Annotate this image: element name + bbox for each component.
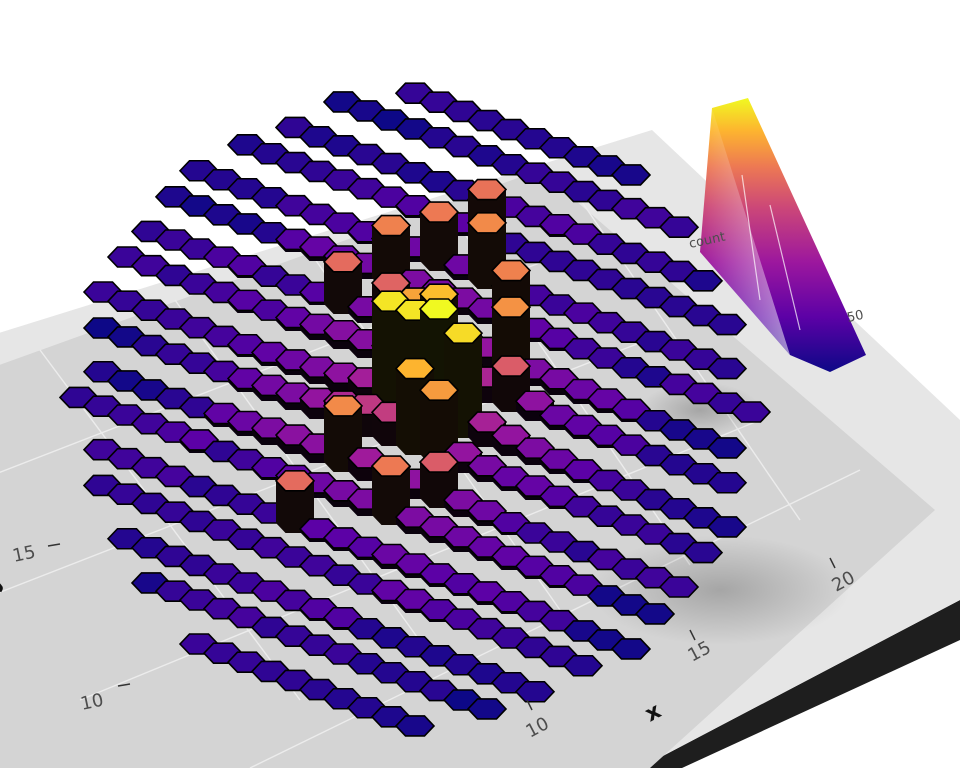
- hex-bin: [466, 698, 508, 720]
- legend-wedge-front: [700, 98, 866, 372]
- hex-bin: [466, 454, 508, 477]
- hex-bin: [466, 212, 508, 234]
- hex-bin: [418, 451, 460, 473]
- hex-bin: [706, 471, 748, 494]
- hex-bin: [370, 214, 412, 237]
- y-axis-title: y: [0, 570, 8, 594]
- hex-column-side: [372, 466, 410, 525]
- hex-bin: [322, 606, 364, 629]
- hex-bin: [418, 379, 460, 401]
- x-tick-mark: [829, 557, 836, 569]
- hex-bin: [490, 259, 532, 282]
- hex-bin: [370, 455, 412, 477]
- y-tick-mark: [117, 683, 131, 687]
- hex-column-side: [420, 212, 458, 271]
- hex-bin: [634, 603, 676, 625]
- y-tick-mark: [47, 543, 61, 547]
- hex-bin: [706, 357, 748, 380]
- hex-bin: [418, 298, 460, 320]
- hex-bin: [682, 270, 724, 292]
- hex-bin: [274, 470, 316, 492]
- y-tick-label: 10: [79, 690, 106, 715]
- legend-wedge-highlight: [700, 108, 790, 355]
- y-tick-label: 15: [11, 542, 38, 567]
- hex-bins: [58, 82, 772, 737]
- hex-bin: [394, 715, 436, 737]
- hex-bin: [466, 411, 508, 433]
- y-axis: 10 15 y: [0, 542, 131, 715]
- hex-column-side: [276, 480, 314, 533]
- hex-bin: [466, 178, 508, 201]
- hex-bin: [442, 322, 484, 344]
- hex-bin: [610, 398, 652, 421]
- grid-line: [39, 349, 301, 701]
- hex-bin: [418, 201, 460, 223]
- legend-tick-label: 50: [846, 308, 865, 326]
- legend-tick-line: [741, 174, 761, 301]
- hex-bin: [610, 638, 652, 660]
- hex-bin: [490, 424, 532, 447]
- hex-bin: [322, 251, 364, 273]
- hex-bin: [490, 355, 532, 377]
- hex-bin: [562, 654, 604, 677]
- hex-bin: [178, 429, 220, 451]
- hex-bin: [706, 437, 748, 459]
- hex-bin: [610, 164, 652, 186]
- hex-bin: [394, 357, 436, 380]
- hex-bin: [490, 296, 532, 318]
- hex-bin: [514, 680, 556, 703]
- hex-bin: [658, 216, 700, 239]
- hex-bin: [682, 541, 724, 564]
- x-tick-mark: [526, 699, 533, 711]
- hex-bin: [706, 313, 748, 336]
- x-tick-mark: [689, 629, 696, 641]
- hex-column-side: [420, 390, 458, 464]
- hex-bin: [514, 390, 556, 413]
- legend-title: count: [688, 230, 727, 252]
- color-legend: count 50: [688, 98, 866, 372]
- hex-bin: [322, 395, 364, 417]
- hex-bin: [730, 401, 772, 423]
- hex-bin: [466, 500, 508, 522]
- hex-bin: [514, 437, 556, 459]
- hex-bin: [706, 516, 748, 538]
- legend-tick-line: [769, 204, 801, 331]
- hex-bin: [658, 576, 700, 598]
